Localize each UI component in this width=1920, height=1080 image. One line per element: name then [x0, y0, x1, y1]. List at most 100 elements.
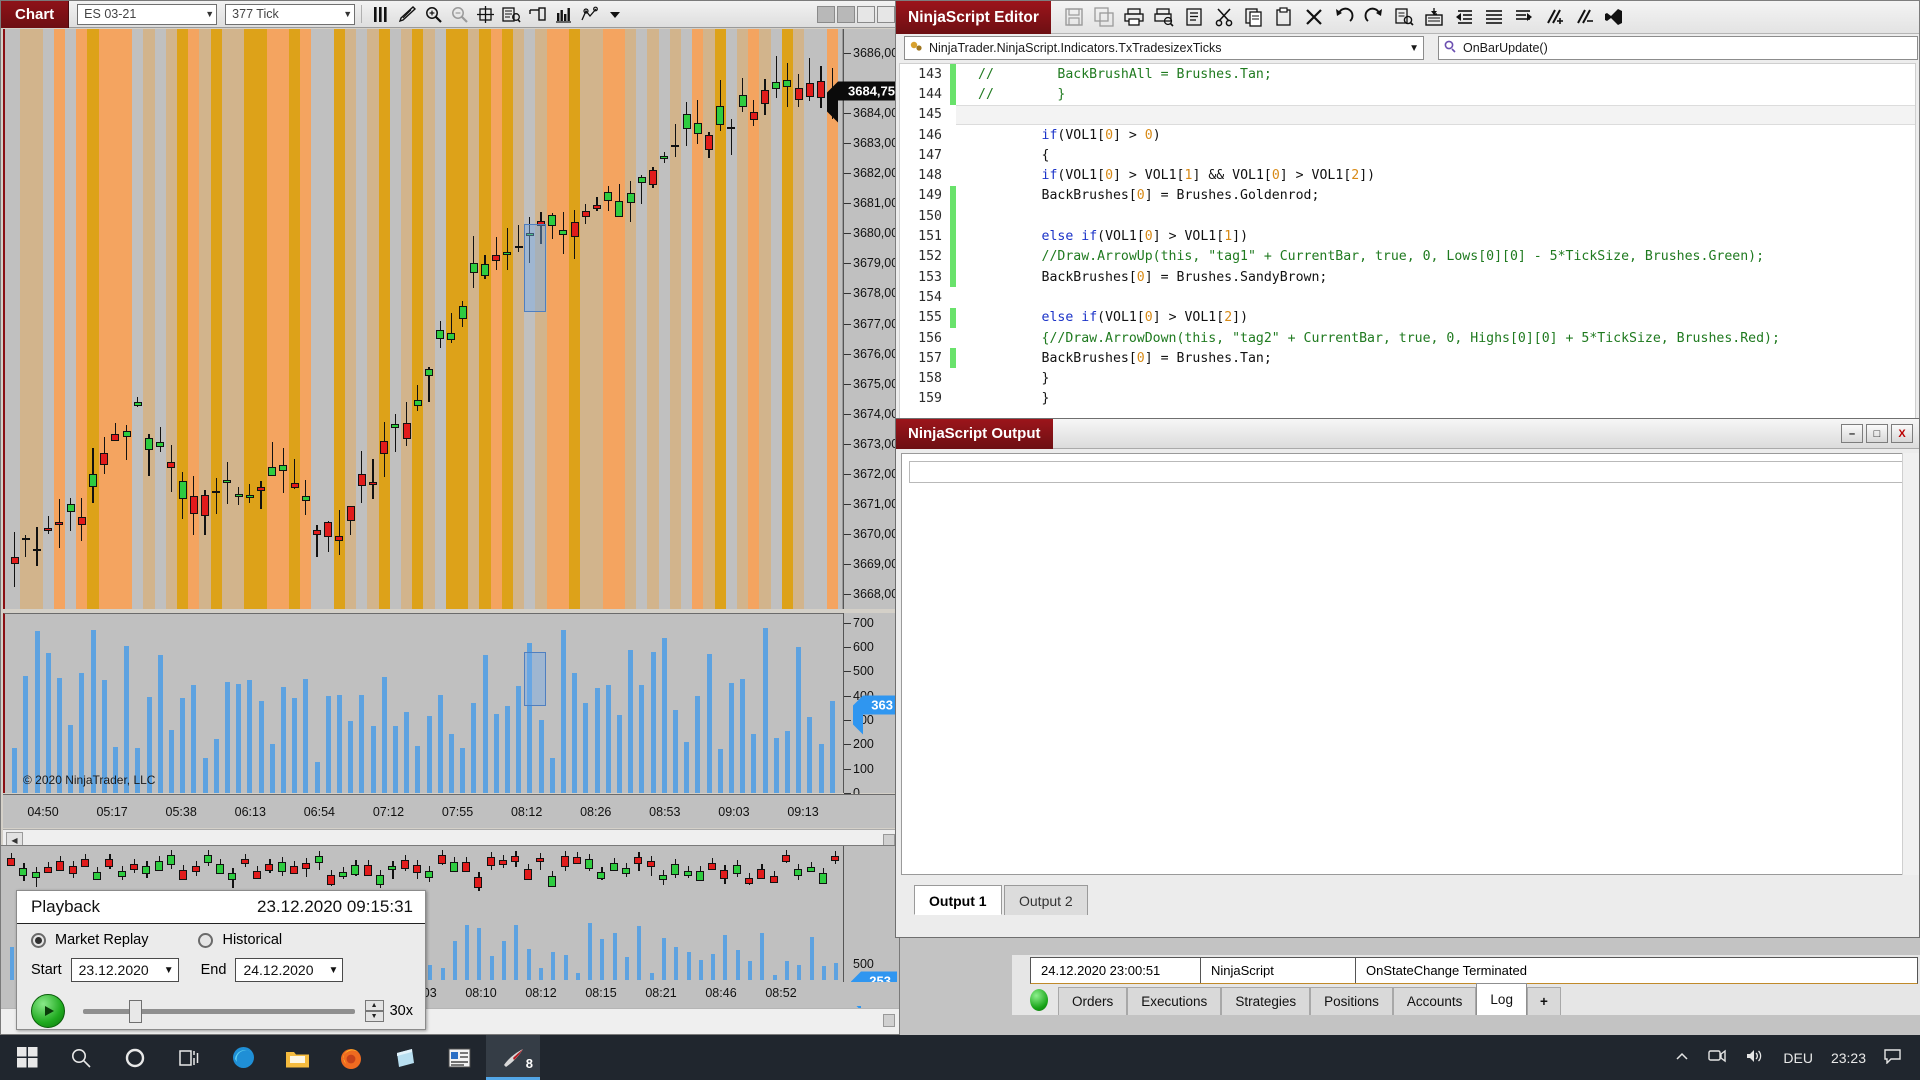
code-line[interactable]: 155 else if(VOL1[0] > VOL1[2]) [900, 307, 1915, 328]
maximize-button[interactable]: □ [1866, 424, 1888, 443]
tab-accounts[interactable]: Accounts [1392, 987, 1477, 1015]
volume-profile-icon[interactable] [550, 3, 576, 25]
code-line[interactable]: 152 //Draw.ArrowUp(this, "tag1" + Curren… [900, 246, 1915, 267]
code-line[interactable]: 150 [900, 206, 1915, 227]
code-line[interactable]: 153 BackBrushes[0] = Brushes.SandyBrown; [900, 266, 1915, 288]
maximize-button[interactable] [837, 5, 855, 23]
instrument-selector[interactable]: ES 03-21 ▼ [77, 3, 218, 25]
firefox-icon[interactable] [324, 1035, 378, 1080]
code-line[interactable]: 147 { [900, 145, 1915, 165]
save-all-icon[interactable] [1089, 4, 1119, 30]
indent-icon[interactable] [1479, 4, 1509, 30]
code-editor[interactable]: 143 // BackBrushAll = Brushes.Tan; 144 // }… [899, 63, 1916, 426]
visual-studio-icon[interactable] [1599, 4, 1629, 30]
code-line[interactable]: 144 // } [900, 84, 1915, 105]
drawing-pencil-icon[interactable] [394, 3, 420, 25]
zoom-out-icon[interactable] [446, 3, 472, 25]
speed-slider[interactable] [83, 999, 355, 1023]
radio-historical[interactable] [198, 932, 214, 948]
cut-icon[interactable] [1209, 4, 1239, 30]
speed-decrement-button[interactable]: ▼ [364, 1011, 384, 1022]
task-view-icon[interactable] [162, 1035, 216, 1080]
crosshair-icon[interactable] [472, 3, 498, 25]
code-line[interactable]: 146 if(VOL1[0] > 0) [900, 125, 1915, 145]
zoom-in-icon[interactable] [420, 3, 446, 25]
outdent-icon[interactable] [1449, 4, 1479, 30]
volume-chart-pane[interactable] [3, 613, 843, 793]
indicator-icon[interactable] [576, 3, 602, 25]
close-button[interactable] [877, 5, 895, 23]
compile-icon[interactable] [1419, 4, 1449, 30]
undo-icon[interactable] [1329, 4, 1359, 30]
file-explorer-icon[interactable] [270, 1035, 324, 1080]
save-icon[interactable] [1059, 4, 1089, 30]
delete-icon[interactable] [1299, 4, 1329, 30]
code-line[interactable]: 151 else if(VOL1[0] > VOL1[1]) [900, 226, 1915, 247]
tab-output-2[interactable]: Output 2 [1004, 885, 1088, 915]
store-icon[interactable] [378, 1035, 432, 1080]
search-icon[interactable] [54, 1035, 108, 1080]
code-line[interactable]: 149 BackBrushes[0] = Brushes.Goldenrod; [900, 185, 1915, 207]
radio-market-replay[interactable] [31, 932, 46, 948]
notification-icon[interactable] [1884, 1048, 1902, 1067]
resize-grip[interactable] [883, 1014, 895, 1027]
tab-chart[interactable]: Chart [1, 0, 70, 28]
add-tab-button[interactable]: + [1526, 987, 1561, 1015]
speed-slider-thumb[interactable] [129, 999, 143, 1023]
code-line[interactable]: 158 } [900, 368, 1915, 388]
indent-right-icon[interactable] [1509, 4, 1539, 30]
paste-icon[interactable] [1269, 4, 1299, 30]
comment-icon[interactable] [1539, 4, 1569, 30]
ninjatrader-icon[interactable]: 8 [486, 1035, 540, 1080]
code-line[interactable]: 143 // BackBrushAll = Brushes.Tan; [900, 64, 1915, 85]
restore-button[interactable] [857, 5, 875, 23]
output-filter-input[interactable] [909, 461, 1906, 483]
tab-strategies[interactable]: Strategies [1221, 987, 1311, 1015]
log-row[interactable]: 24.12.2020 23:00:51 NinjaScript OnStateC… [1030, 957, 1918, 984]
output-text-area[interactable] [901, 453, 1914, 875]
output-vertical-scrollbar[interactable] [1902, 453, 1919, 875]
code-line[interactable]: 159 } [900, 389, 1915, 409]
chevron-down-icon[interactable] [602, 3, 628, 25]
playback-dialog[interactable]: Playback 23.12.2020 09:15:31 Market Repl… [16, 890, 426, 1030]
uncomment-icon[interactable] [1569, 4, 1599, 30]
edge-icon[interactable] [216, 1035, 270, 1080]
tab-output-1[interactable]: Output 1 [914, 885, 1002, 915]
copy-icon[interactable] [1239, 4, 1269, 30]
code-line[interactable]: 154 [900, 287, 1915, 307]
clock[interactable]: 23:23 [1830, 1049, 1866, 1066]
speed-increment-button[interactable]: ▲ [364, 1000, 384, 1011]
find-icon[interactable] [1389, 4, 1419, 30]
end-date-field[interactable]: 24.12.2020 ▼ [235, 958, 344, 982]
language-indicator[interactable]: DEU [1783, 1049, 1813, 1066]
cortana-icon[interactable] [108, 1035, 162, 1080]
close-button[interactable]: X [1891, 424, 1913, 443]
price-chart-pane[interactable] [3, 29, 843, 609]
interval-selector[interactable]: 377 Tick ▼ [225, 3, 356, 25]
tab-log[interactable]: Log [1476, 983, 1527, 1015]
code-line[interactable]: 148 if(VOL1[0] > VOL1[1] && VOL1[0] > VO… [900, 165, 1915, 185]
properties-icon[interactable] [1179, 4, 1209, 30]
code-line[interactable]: 145 [900, 104, 1915, 125]
windows-start-icon[interactable] [0, 1035, 54, 1080]
play-button-icon[interactable] [31, 994, 65, 1028]
bars-icon[interactable] [368, 3, 394, 25]
method-dropdown[interactable]: OnBarUpdate() [1438, 36, 1918, 60]
tab-orders[interactable]: Orders [1058, 987, 1128, 1015]
print-preview-icon[interactable] [1149, 4, 1179, 30]
print-icon[interactable] [1119, 4, 1149, 30]
minimize-button[interactable] [817, 5, 835, 23]
price-axis[interactable]: 3686,00 3684,00 3683,00 3682,00 3681,00 3680,… [827, 29, 899, 609]
volume-icon[interactable] [1745, 1048, 1765, 1067]
code-line[interactable]: 156 {//Draw.ArrowDown(this, "tag2" + Cur… [900, 328, 1915, 348]
news-icon[interactable] [432, 1035, 486, 1080]
data-box-icon[interactable] [498, 3, 524, 25]
minimize-button[interactable]: – [1841, 424, 1863, 443]
namespace-dropdown[interactable]: NinjaTrader.NinjaScript.Indicators.TxTra… [904, 36, 1424, 60]
chart-trader-icon[interactable] [524, 3, 550, 25]
camera-icon[interactable] [1707, 1048, 1727, 1067]
tab-executions[interactable]: Executions [1127, 987, 1222, 1015]
volume-axis[interactable]: 7006005004003002001000363 [843, 613, 899, 800]
redo-icon[interactable] [1359, 4, 1389, 30]
start-date-field[interactable]: 23.12.2020 ▼ [70, 958, 179, 982]
